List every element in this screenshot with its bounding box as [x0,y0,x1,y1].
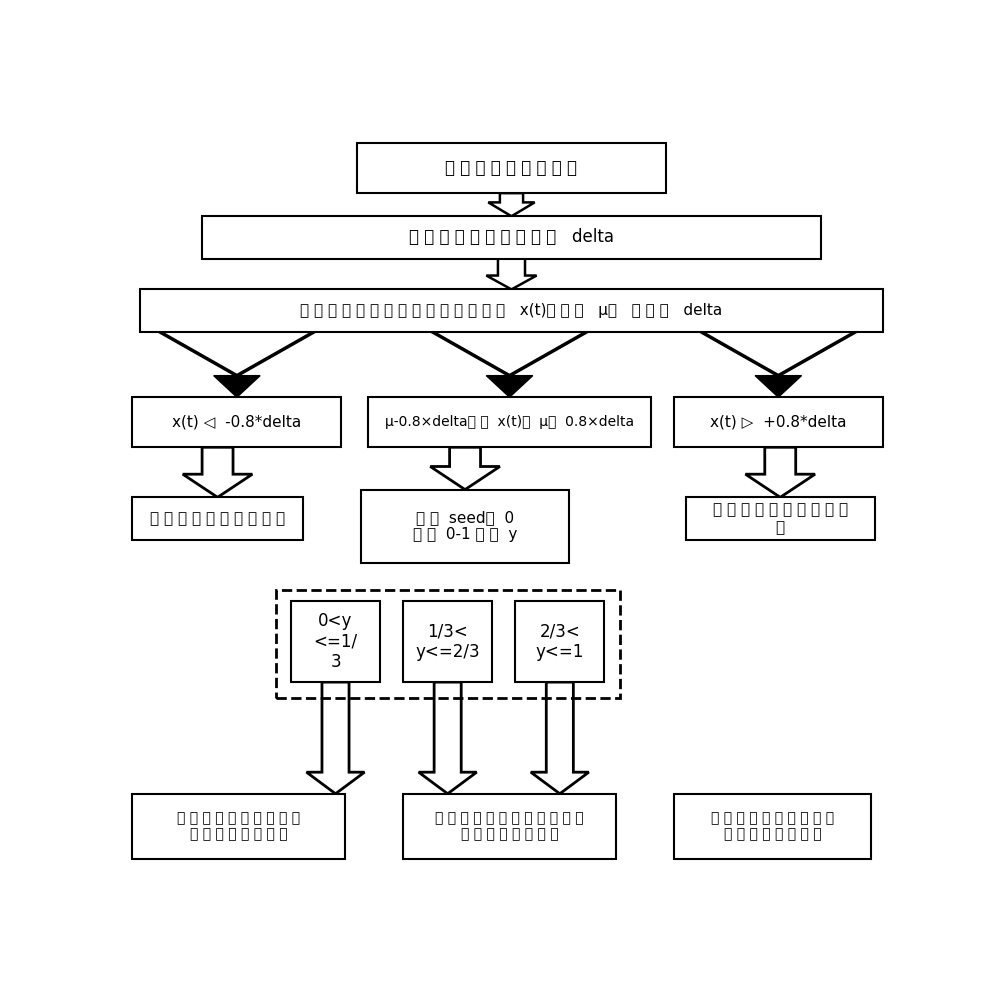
Polygon shape [488,193,535,216]
Text: 0<y
<=1/
3: 0<y <=1/ 3 [313,612,357,671]
Text: 「 「 「 「 「 「 「 「 「 「 「 「 「 「 「   x(t)「 「 「   μ「   「 「 「   delta: 「 「 「 「 「 「 「 「 「 「 「 「 「 「 「 x(t)「 「 「 … [300,303,723,318]
Bar [686,497,875,540]
Bar [515,601,604,682]
Bar [368,397,651,447]
Text: x(t) ◁  -0.8*delta: x(t) ◁ -0.8*delta [173,415,301,430]
Polygon shape [419,682,477,794]
Text: 2/3<
y<=1: 2/3< y<=1 [536,622,584,661]
Text: 「 「 「 「 「 「 「 「 「 「: 「 「 「 「 「 「 「 「 「 「 [150,511,285,526]
Bar [403,794,616,859]
Bar [674,794,871,859]
Text: 「 「 「 「 「 「 「 「 「 「   delta: 「 「 「 「 「 「 「 「 「 「 delta [409,228,614,246]
Bar [360,490,570,563]
Text: 「 「 「 「 「 「 「 「 「 「 「 「
「 「 「 「 「 「 「 「: 「 「 「 「 「 「 「 「 「 「 「 「 「 「 「 「 「 「 「 「 [435,811,584,842]
Text: x(t) ▷  +0.8*delta: x(t) ▷ +0.8*delta [710,415,846,430]
Text: μ-0.8×delta「 「  x(t)「  μ「  0.8×delta: μ-0.8×delta「 「 x(t)「 μ「 0.8×delta [385,415,634,429]
Bar [133,397,341,447]
Bar [403,601,492,682]
Bar [140,289,882,332]
Bar [202,216,820,259]
Polygon shape [183,447,252,497]
Text: 「 「 「 「 「 「 「 「 「 「
「: 「 「 「 「 「 「 「 「 「 「 「 [713,502,848,535]
Polygon shape [531,682,589,794]
Text: 「 「 「 「 「 「 「 「 「 「
「 「 「 「 「 「 「 「: 「 「 「 「 「 「 「 「 「 「 「 「 「 「 「 「 「 「 [711,811,834,842]
Bar [356,143,666,193]
Bar [674,397,882,447]
Bar [133,794,345,859]
Polygon shape [306,682,364,794]
Polygon shape [430,447,500,490]
Text: 「 「  seed「  0
「 「  0-1 「 「  y: 「 「 seed「 0 「 「 0-1 「 「 y [413,510,517,542]
Bar [133,497,302,540]
Text: 「 「 「 「 「 「 「 「 「: 「 「 「 「 「 「 「 「 「 [445,159,578,177]
Bar [275,590,620,698]
Text: 1/3<
y<=2/3: 1/3< y<=2/3 [415,622,480,661]
Polygon shape [746,447,815,497]
Text: 「 「 「 「 「 「 「 「 「 「
「 「 「 「 「 「 「 「: 「 「 「 「 「 「 「 「 「 「 「 「 「 「 「 「 「 「 [178,811,300,842]
Bar [291,601,380,682]
Polygon shape [214,376,260,397]
Polygon shape [755,376,801,397]
Polygon shape [486,259,537,289]
Polygon shape [486,376,533,397]
